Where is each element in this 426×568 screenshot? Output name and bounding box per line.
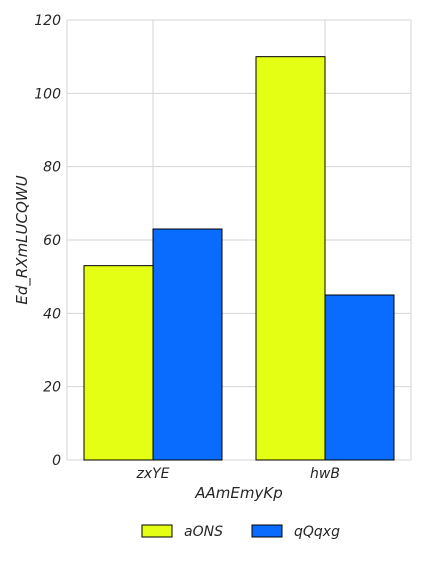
bar-qQqxg-hwB	[324, 294, 395, 461]
y-axis-title: Ed_RXmLUCQWU	[13, 175, 32, 304]
legend-label-aONS: aONS	[184, 524, 223, 540]
x-tick-label: hwB	[310, 466, 340, 482]
legend-swatch-aONS	[141, 524, 173, 538]
y-tick-label: 40	[43, 306, 61, 322]
y-tick-label: 100	[34, 86, 61, 102]
y-tick-label: 80	[43, 160, 61, 176]
y-tick-label: 0	[52, 453, 61, 469]
bar-qQqxg-zxYE	[152, 228, 223, 461]
legend-swatch-qQqxg	[251, 524, 283, 538]
x-tick-labels: zxYE hwB	[135, 466, 339, 482]
y-tick-label: 60	[43, 233, 61, 249]
bars	[83, 56, 395, 461]
bar-aONS-zxYE	[83, 265, 154, 461]
y-tick-label: 120	[34, 13, 61, 29]
legend-label-qQqxg: qQqxg	[294, 524, 340, 540]
legend: aONS qQqxg	[141, 524, 340, 540]
y-tick-label: 20	[43, 380, 61, 396]
x-tick-label: zxYE	[135, 466, 169, 482]
y-tick-labels: 0 20 40 60 80 100 120	[34, 13, 61, 469]
x-axis-title: AAmEmyKp	[194, 484, 282, 502]
bar-aONS-hwB	[255, 56, 326, 461]
